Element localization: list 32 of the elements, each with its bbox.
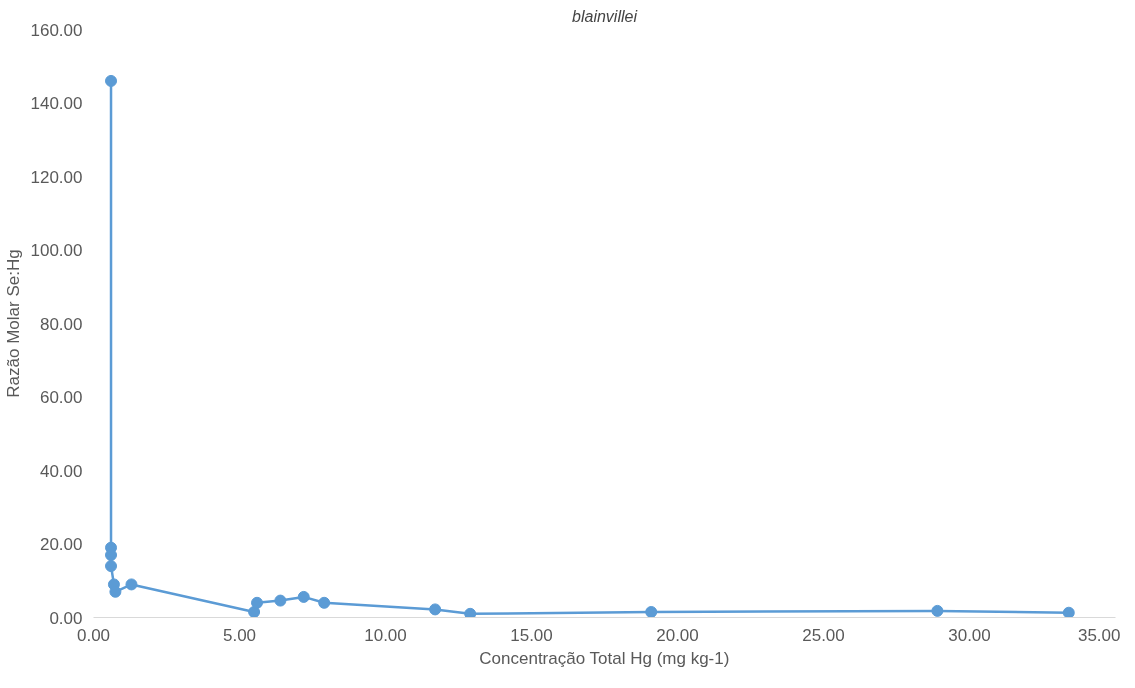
- point: [105, 560, 118, 573]
- y-tick-label: 160.00: [30, 20, 83, 40]
- x-tick-label: 10.00: [364, 625, 407, 645]
- point: [251, 596, 264, 609]
- point: [645, 606, 658, 618]
- y-tick-label: 120.00: [30, 167, 83, 187]
- point: [297, 590, 310, 603]
- x-tick-label: 30.00: [948, 625, 991, 645]
- y-tick-label: 40.00: [39, 461, 83, 481]
- point: [429, 603, 442, 616]
- point: [931, 604, 944, 617]
- x-tick-label: 5.00: [222, 625, 257, 645]
- y-tick-label: 20.00: [39, 535, 83, 554]
- x-axis-title: Concentração Total Hg (mg kg-1): [479, 648, 730, 668]
- point: [125, 578, 138, 591]
- y-tick-label: 80.00: [39, 314, 83, 334]
- y-tick-label: 60.00: [39, 388, 83, 407]
- y-tick-label: 100.00: [30, 241, 83, 260]
- point: [105, 74, 118, 87]
- point: [318, 596, 331, 609]
- y-axis-title: Razão Molar Se:Hg: [3, 249, 23, 398]
- point: [274, 594, 287, 607]
- y-tick-label: 140.00: [30, 94, 83, 113]
- chart-title: blainvillei: [572, 7, 638, 25]
- y-tick-label: 0.00: [49, 608, 83, 628]
- x-tick-label: 0.00: [76, 625, 111, 645]
- point: [464, 607, 477, 618]
- x-tick-label: 25.00: [802, 625, 845, 645]
- point: [1062, 606, 1075, 618]
- x-tick-label: 20.00: [656, 625, 699, 645]
- x-tick-label: 35.00: [1077, 625, 1121, 645]
- x-tick-label: 15.00: [510, 625, 553, 645]
